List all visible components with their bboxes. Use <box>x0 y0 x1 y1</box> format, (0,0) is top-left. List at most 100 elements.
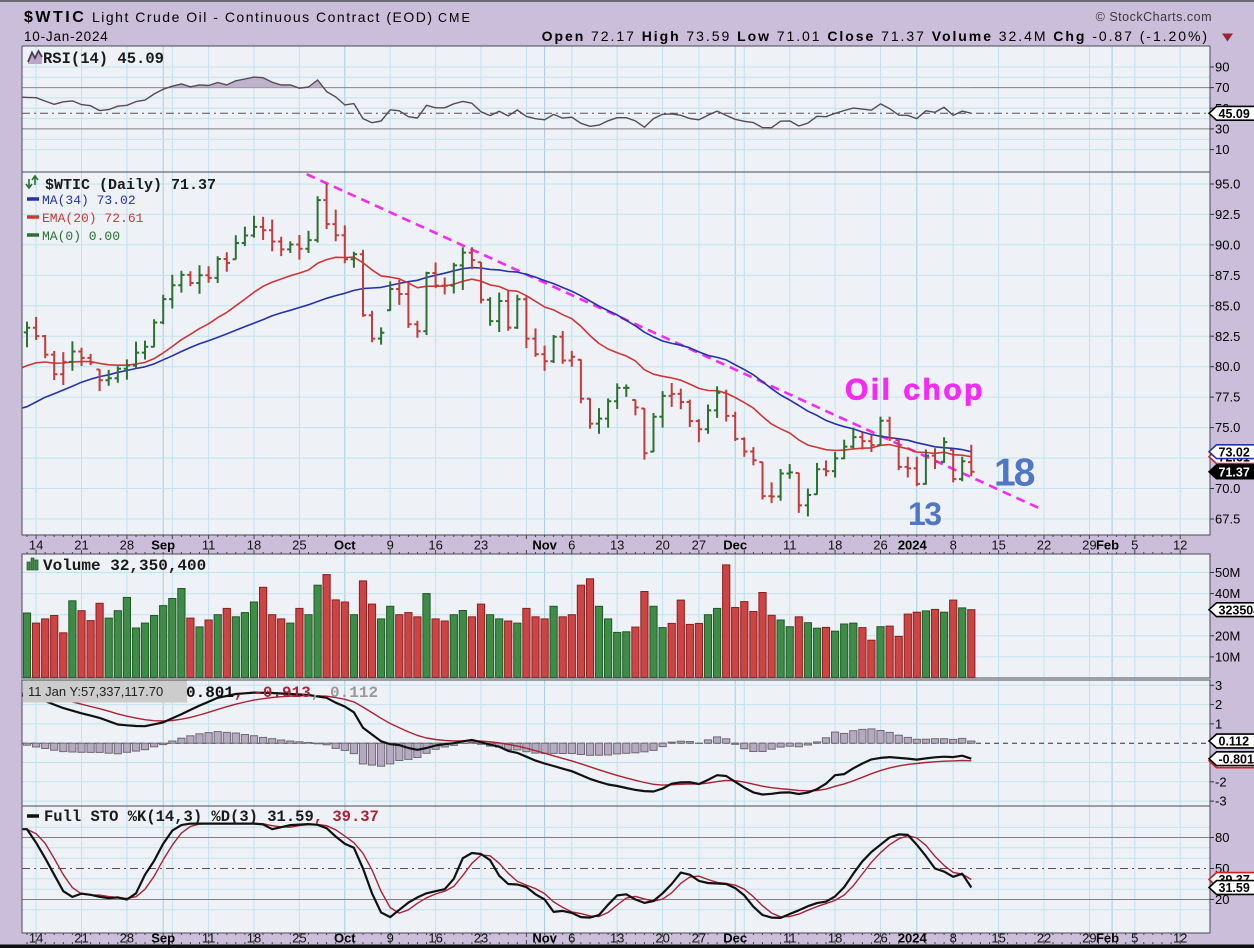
svg-text:Oct: Oct <box>334 931 356 946</box>
svg-text:71.37: 71.37 <box>1219 465 1250 479</box>
svg-text:26: 26 <box>873 538 887 553</box>
svg-text:12: 12 <box>1173 931 1187 946</box>
svg-text:MA(0) 0.00: MA(0) 0.00 <box>42 229 120 244</box>
svg-text:9: 9 <box>387 538 394 553</box>
svg-text:80: 80 <box>1215 830 1229 845</box>
svg-text:50M: 50M <box>1215 565 1240 580</box>
svg-text:26: 26 <box>873 931 887 946</box>
svg-text:25: 25 <box>292 931 306 946</box>
svg-text:10M: 10M <box>1215 649 1240 664</box>
svg-text:© StockCharts.com: © StockCharts.com <box>1096 10 1212 24</box>
svg-text:31.59: 31.59 <box>1219 881 1250 895</box>
svg-text:0.801, -0.913, 0.112: 0.801, -0.913, 0.112 <box>186 684 378 702</box>
svg-text:80.0: 80.0 <box>1215 359 1240 374</box>
svg-text:27: 27 <box>692 538 706 553</box>
svg-text:70.0: 70.0 <box>1215 481 1240 496</box>
svg-text:11: 11 <box>783 538 797 553</box>
svg-text:Dec: Dec <box>723 538 747 553</box>
svg-text:Sep: Sep <box>151 931 175 946</box>
svg-text:25: 25 <box>292 538 306 553</box>
svg-text:23: 23 <box>474 538 488 553</box>
svg-text:Light Crude Oil - Continuous C: Light Crude Oil - Continuous Contract (E… <box>92 9 434 25</box>
svg-text:20: 20 <box>655 931 669 946</box>
svg-text:90: 90 <box>1215 60 1229 75</box>
svg-text:22: 22 <box>1037 538 1051 553</box>
svg-text:5: 5 <box>1131 931 1138 946</box>
svg-text:77.5: 77.5 <box>1215 390 1240 405</box>
svg-text:Nov: Nov <box>532 931 557 946</box>
svg-text:0.112: 0.112 <box>1219 735 1250 749</box>
svg-text:23: 23 <box>474 931 488 946</box>
svg-text:12: 12 <box>1173 538 1187 553</box>
svg-text:22: 22 <box>1037 931 1051 946</box>
svg-text:8: 8 <box>950 538 957 553</box>
svg-text:11 Jan Y:57,337,117.70: 11 Jan Y:57,337,117.70 <box>28 684 163 699</box>
svg-text:5: 5 <box>1131 538 1138 553</box>
svg-text:16: 16 <box>428 931 442 946</box>
svg-text:-0.801: -0.801 <box>1219 752 1254 766</box>
svg-text:27: 27 <box>692 931 706 946</box>
svg-text:45.09: 45.09 <box>1219 107 1250 121</box>
svg-text:2024: 2024 <box>898 931 928 946</box>
svg-text:40M: 40M <box>1215 586 1240 601</box>
svg-text:21: 21 <box>74 538 88 553</box>
svg-text:-2: -2 <box>1215 774 1227 789</box>
svg-text:9: 9 <box>387 931 394 946</box>
svg-text:6: 6 <box>568 931 575 946</box>
svg-text:Oil chop: Oil chop <box>845 374 985 407</box>
svg-text:13: 13 <box>610 931 624 946</box>
svg-text:-3: -3 <box>1215 794 1227 809</box>
svg-text:28: 28 <box>120 931 134 946</box>
svg-text:13: 13 <box>610 538 624 553</box>
svg-text:6: 6 <box>568 538 575 553</box>
svg-text:18: 18 <box>247 538 261 553</box>
svg-text:3235040: 3235040 <box>1219 603 1254 617</box>
svg-text:8: 8 <box>950 931 957 946</box>
svg-text:Feb: Feb <box>1096 931 1119 946</box>
svg-text:20: 20 <box>1215 892 1229 907</box>
svg-text:18: 18 <box>828 931 842 946</box>
svg-text:28: 28 <box>120 538 134 553</box>
svg-text:Open 72.17 High 73.59 Low 71.0: Open 72.17 High 73.59 Low 71.01 Close 71… <box>542 28 1209 44</box>
svg-text:15: 15 <box>991 538 1005 553</box>
svg-text:20M: 20M <box>1215 628 1240 643</box>
svg-text:1: 1 <box>1215 716 1222 731</box>
svg-text:15: 15 <box>991 931 1005 946</box>
svg-text:75.0: 75.0 <box>1215 420 1240 435</box>
svg-text:EMA(20) 72.61: EMA(20) 72.61 <box>42 211 144 226</box>
svg-text:70: 70 <box>1215 80 1229 95</box>
svg-text:21: 21 <box>74 931 88 946</box>
svg-text:82.5: 82.5 <box>1215 329 1240 344</box>
svg-text:73.02: 73.02 <box>1219 445 1250 459</box>
svg-text:Volume 32,350,400: Volume 32,350,400 <box>43 557 206 575</box>
svg-text:$WTIC: $WTIC <box>24 9 86 26</box>
svg-text:10-Jan-2024: 10-Jan-2024 <box>24 29 109 44</box>
svg-text:85.0: 85.0 <box>1215 298 1240 313</box>
svg-text:18: 18 <box>994 452 1035 495</box>
svg-text:67.5: 67.5 <box>1215 512 1240 527</box>
svg-text:Feb: Feb <box>1096 538 1119 553</box>
svg-text:13: 13 <box>908 496 941 532</box>
svg-text:29: 29 <box>1082 931 1096 946</box>
svg-text:2: 2 <box>1215 697 1222 712</box>
svg-text:11: 11 <box>202 538 216 553</box>
svg-text:2024: 2024 <box>898 538 928 553</box>
svg-text:95.0: 95.0 <box>1215 177 1240 192</box>
svg-text:$WTIC (Daily) 71.37: $WTIC (Daily) 71.37 <box>45 177 216 194</box>
svg-text:RSI(14) 45.09: RSI(14) 45.09 <box>43 50 164 68</box>
svg-text:Full STO %K(14,3) %D(3) 31.59,: Full STO %K(14,3) %D(3) 31.59, 39.37 <box>44 808 379 826</box>
svg-text:Oct: Oct <box>334 538 356 553</box>
svg-text:14: 14 <box>29 538 43 553</box>
svg-text:18: 18 <box>828 538 842 553</box>
svg-text:29: 29 <box>1082 538 1096 553</box>
svg-text:Nov: Nov <box>532 538 557 553</box>
svg-text:87.5: 87.5 <box>1215 268 1240 283</box>
svg-text:20: 20 <box>655 538 669 553</box>
svg-text:16: 16 <box>428 538 442 553</box>
svg-text:92.5: 92.5 <box>1215 207 1240 222</box>
svg-text:10: 10 <box>1215 142 1229 157</box>
svg-text:CME: CME <box>438 11 472 25</box>
svg-text:30: 30 <box>1215 121 1229 136</box>
svg-text:MA(34) 73.02: MA(34) 73.02 <box>42 193 136 208</box>
svg-text:Dec: Dec <box>723 931 747 946</box>
